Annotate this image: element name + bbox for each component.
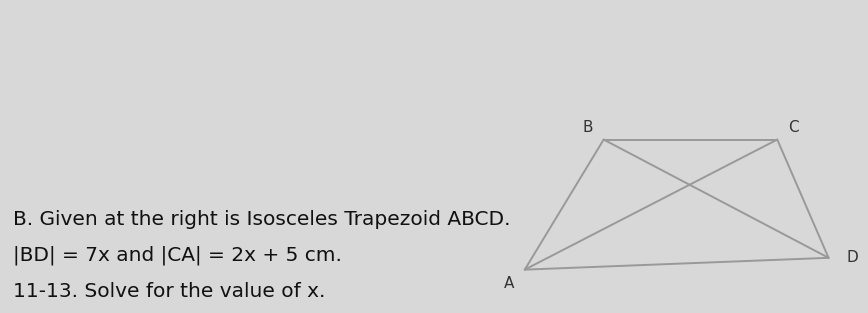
Text: A: A xyxy=(503,276,514,291)
Text: 11-13. Solve for the value of x.: 11-13. Solve for the value of x. xyxy=(13,282,325,300)
Text: |BD| = 7x and |CA| = 2x + 5 cm.: |BD| = 7x and |CA| = 2x + 5 cm. xyxy=(13,245,342,265)
Text: C: C xyxy=(788,120,799,135)
Text: B. Given at the right is Isosceles Trapezoid ABCD.: B. Given at the right is Isosceles Trape… xyxy=(13,210,510,228)
Text: B: B xyxy=(582,120,593,135)
Text: D: D xyxy=(846,250,858,265)
